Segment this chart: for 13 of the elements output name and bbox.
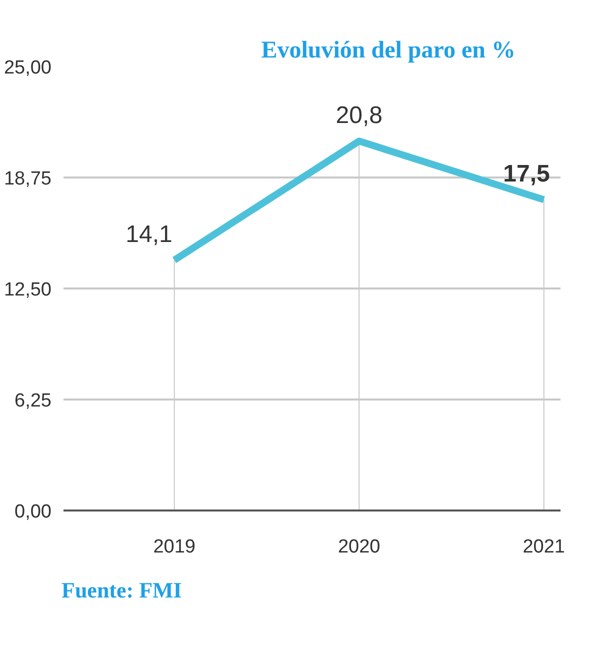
data-label: 20,8 [336, 102, 382, 130]
data-label: 17,5 [503, 160, 550, 188]
y-tick-label: 0,00 [14, 502, 52, 522]
x-tick-label: 2020 [338, 536, 380, 558]
chart-title: Evoluvión del paro en % [261, 38, 516, 64]
y-tick-label: 25,00 [4, 58, 52, 78]
y-tick-label: 12,50 [4, 280, 52, 300]
source-note: Fuente: FMI [62, 578, 182, 602]
data-label: 14,1 [126, 221, 172, 248]
x-tick-label: 2019 [153, 536, 196, 558]
x-tick-label: 2021 [522, 536, 566, 558]
y-tick-label: 6,25 [14, 390, 52, 412]
y-tick-label: 18,75 [4, 168, 52, 190]
